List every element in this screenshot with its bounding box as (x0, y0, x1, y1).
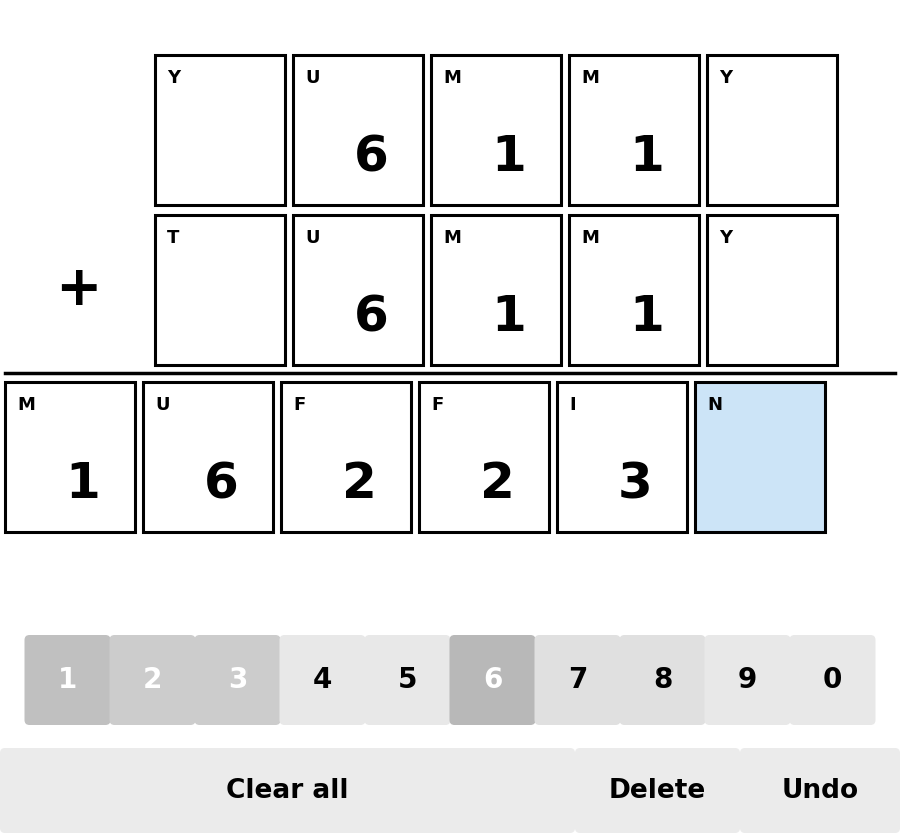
Text: 6: 6 (354, 293, 389, 341)
Text: M: M (443, 229, 461, 247)
Text: Undo: Undo (781, 778, 859, 804)
Text: 1: 1 (630, 133, 664, 181)
Text: 6: 6 (354, 133, 389, 181)
Text: U: U (155, 396, 169, 414)
Bar (293, 55, 423, 205)
FancyBboxPatch shape (575, 748, 740, 833)
Text: 1: 1 (58, 666, 77, 694)
Bar (419, 382, 549, 532)
Text: Clear all: Clear all (226, 778, 349, 804)
FancyBboxPatch shape (24, 635, 111, 725)
FancyBboxPatch shape (449, 635, 536, 725)
FancyBboxPatch shape (364, 635, 451, 725)
Bar (569, 55, 699, 205)
Text: Y: Y (167, 69, 180, 87)
Bar (155, 215, 285, 365)
Bar (143, 382, 273, 532)
FancyBboxPatch shape (740, 748, 900, 833)
Text: U: U (305, 229, 320, 247)
Text: 1: 1 (491, 133, 526, 181)
FancyBboxPatch shape (280, 635, 365, 725)
Text: I: I (569, 396, 576, 414)
Text: 8: 8 (652, 666, 672, 694)
Text: 2: 2 (143, 666, 162, 694)
Text: 7: 7 (568, 666, 587, 694)
Text: 1: 1 (630, 293, 664, 341)
FancyBboxPatch shape (110, 635, 195, 725)
Text: +: + (55, 263, 101, 317)
Bar (707, 215, 837, 365)
FancyBboxPatch shape (194, 635, 281, 725)
Text: Y: Y (719, 229, 732, 247)
Text: F: F (293, 396, 305, 414)
Bar (695, 382, 825, 532)
Text: N: N (707, 396, 722, 414)
Bar (431, 215, 561, 365)
Text: 0: 0 (823, 666, 842, 694)
Bar (707, 55, 837, 205)
Bar (5, 382, 135, 532)
Text: 2: 2 (342, 460, 376, 508)
Text: 6: 6 (203, 460, 238, 508)
Text: M: M (443, 69, 461, 87)
FancyBboxPatch shape (705, 635, 790, 725)
Bar (431, 55, 561, 205)
FancyBboxPatch shape (535, 635, 620, 725)
FancyBboxPatch shape (619, 635, 706, 725)
Text: 9: 9 (738, 666, 757, 694)
Text: M: M (17, 396, 35, 414)
Text: Y: Y (719, 69, 732, 87)
Text: Delete: Delete (609, 778, 706, 804)
Text: 1: 1 (66, 460, 101, 508)
Text: 3: 3 (617, 460, 652, 508)
FancyBboxPatch shape (789, 635, 876, 725)
Text: T: T (167, 229, 179, 247)
Text: F: F (431, 396, 443, 414)
Bar (293, 215, 423, 365)
Text: 5: 5 (398, 666, 418, 694)
Bar (155, 55, 285, 205)
Text: M: M (581, 229, 598, 247)
Bar (557, 382, 687, 532)
Bar (569, 215, 699, 365)
Text: 4: 4 (313, 666, 332, 694)
FancyBboxPatch shape (0, 748, 575, 833)
Text: M: M (581, 69, 598, 87)
Text: 3: 3 (228, 666, 248, 694)
Bar (281, 382, 411, 532)
Text: U: U (305, 69, 320, 87)
Text: 1: 1 (491, 293, 526, 341)
Text: 6: 6 (482, 666, 502, 694)
Text: 2: 2 (480, 460, 515, 508)
